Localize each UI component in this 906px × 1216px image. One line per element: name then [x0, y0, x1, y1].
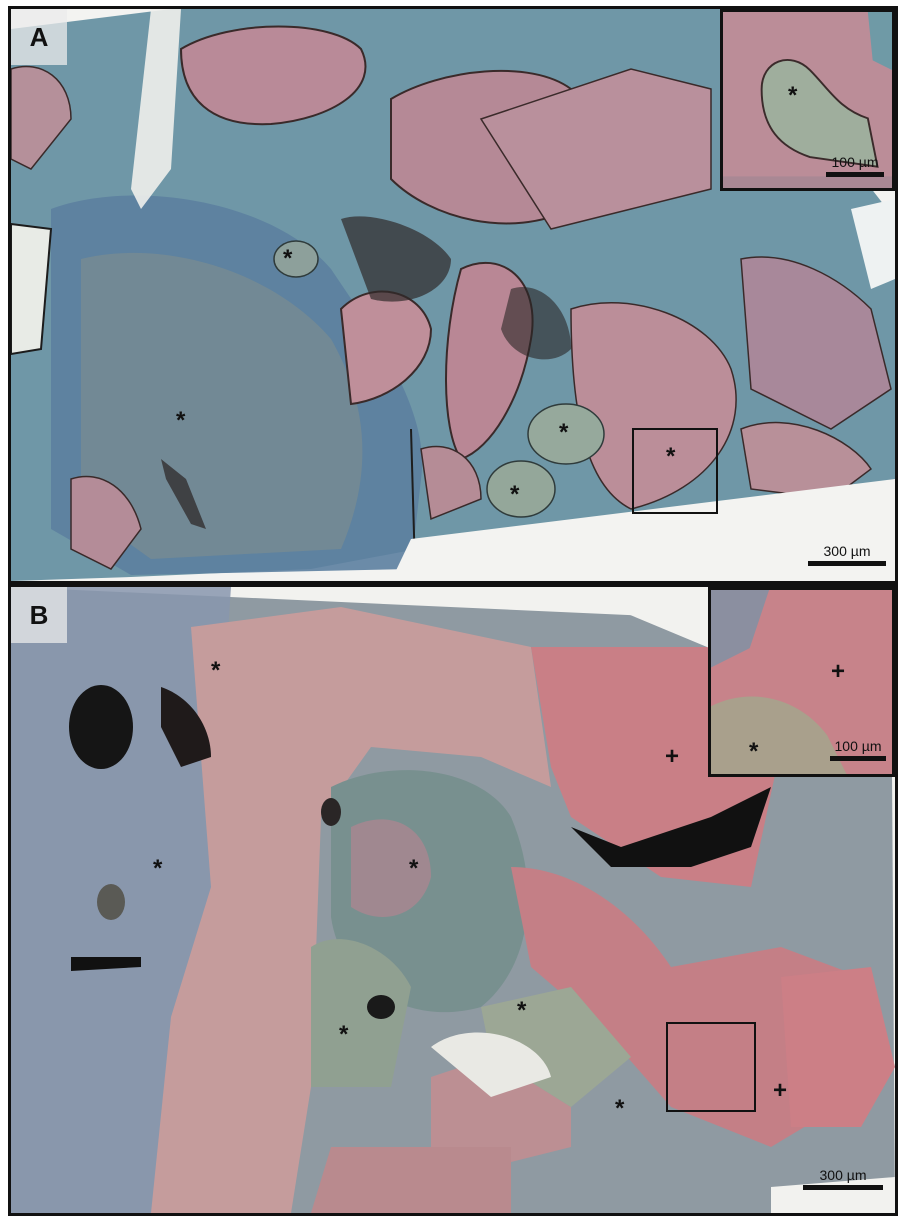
inset-image-b: [711, 590, 892, 774]
histology-image-b: [11, 587, 895, 1213]
zoom-region-box-b: [666, 1022, 756, 1112]
asterisk-marker: *: [409, 855, 419, 882]
asterisk-marker: *: [153, 855, 163, 882]
inset-a: * 100 µm: [720, 9, 895, 191]
asterisk-marker: *: [615, 1095, 625, 1122]
asterisk-marker: *: [339, 1021, 349, 1048]
panel-label-a: A: [11, 9, 67, 65]
asterisk-marker: *: [666, 443, 676, 470]
plus-marker: +: [665, 743, 680, 770]
scale-line-b: [803, 1185, 883, 1190]
asterisk-marker: *: [211, 657, 221, 684]
inset-scale-bar-a: 100 µm: [823, 154, 887, 177]
inset-scale-line-b: [830, 756, 886, 761]
asterisk-marker: *: [559, 419, 569, 446]
panel-b: B * * * * * * * + + + * 100 µm 300 µm: [8, 584, 898, 1216]
asterisk-marker: *: [176, 407, 186, 434]
inset-b: + * 100 µm: [708, 587, 895, 777]
scale-line-a: [808, 561, 886, 566]
inset-image-a: [723, 12, 892, 188]
asterisk-marker: *: [510, 481, 520, 508]
inset-scale-label-b: 100 µm: [834, 738, 882, 754]
scale-label-b: 300 µm: [819, 1167, 867, 1183]
panel-a: A * * * * * * 100 µm 300 µm: [8, 6, 898, 584]
panel-label-b: B: [11, 587, 67, 643]
scale-label-a: 300 µm: [823, 543, 871, 559]
inset-scale-bar-b: 100 µm: [827, 738, 889, 761]
asterisk-marker: *: [517, 997, 527, 1024]
scale-bar-b: 300 µm: [801, 1167, 885, 1190]
plus-marker: +: [773, 1077, 788, 1104]
inset-scale-line-a: [826, 172, 884, 177]
asterisk-marker: *: [788, 82, 798, 109]
inset-scale-label-a: 100 µm: [831, 154, 879, 170]
asterisk-marker: *: [283, 245, 293, 272]
zoom-region-box-a: [632, 428, 718, 514]
plus-marker: +: [831, 658, 846, 685]
scale-bar-a: 300 µm: [805, 543, 889, 566]
asterisk-marker: *: [749, 738, 759, 765]
